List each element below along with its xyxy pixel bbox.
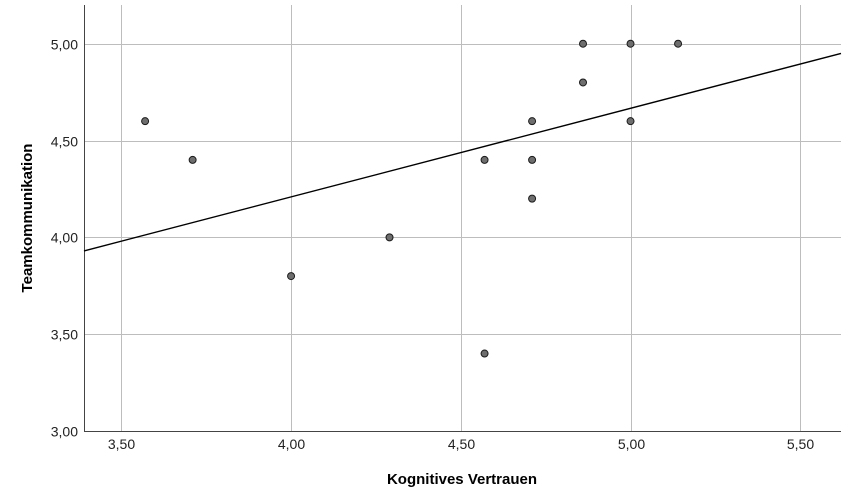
data-point — [528, 155, 537, 164]
axes — [84, 5, 841, 432]
data-point — [626, 117, 635, 126]
x-tick-label: 4,00 — [278, 436, 305, 452]
data-point — [480, 349, 489, 358]
data-points — [141, 39, 683, 358]
x-axis-title: Kognitives Vertrauen — [387, 471, 537, 488]
regression-line — [83, 52, 842, 252]
data-point — [528, 194, 537, 203]
data-point — [385, 233, 394, 242]
grid-lines — [84, 5, 841, 431]
data-point — [579, 78, 588, 87]
x-tick-label: 5,00 — [618, 436, 645, 452]
regression-line-group — [83, 52, 842, 252]
y-tick-label: 3,00 — [51, 424, 78, 440]
data-point — [528, 117, 537, 126]
data-point — [674, 39, 683, 48]
y-tick-label: 3,50 — [51, 327, 78, 343]
data-point — [480, 155, 489, 164]
y-axis-title: Teamkommunikation — [19, 144, 36, 293]
data-point — [287, 272, 296, 281]
data-point — [188, 155, 197, 164]
data-point — [141, 117, 150, 126]
x-tick-label: 5,50 — [787, 436, 814, 452]
y-tick-label: 4,00 — [51, 230, 78, 246]
y-tick-label: 4,50 — [51, 134, 78, 150]
data-point — [579, 39, 588, 48]
y-tick-labels: 3,00 3,50 4,00 4,50 5,00 — [51, 37, 78, 440]
data-point — [626, 39, 635, 48]
x-tick-label: 3,50 — [108, 436, 135, 452]
y-tick-label: 5,00 — [51, 37, 78, 53]
x-tick-label: 4,50 — [448, 436, 475, 452]
x-tick-labels: 3,50 4,00 4,50 5,00 5,50 — [108, 436, 814, 452]
